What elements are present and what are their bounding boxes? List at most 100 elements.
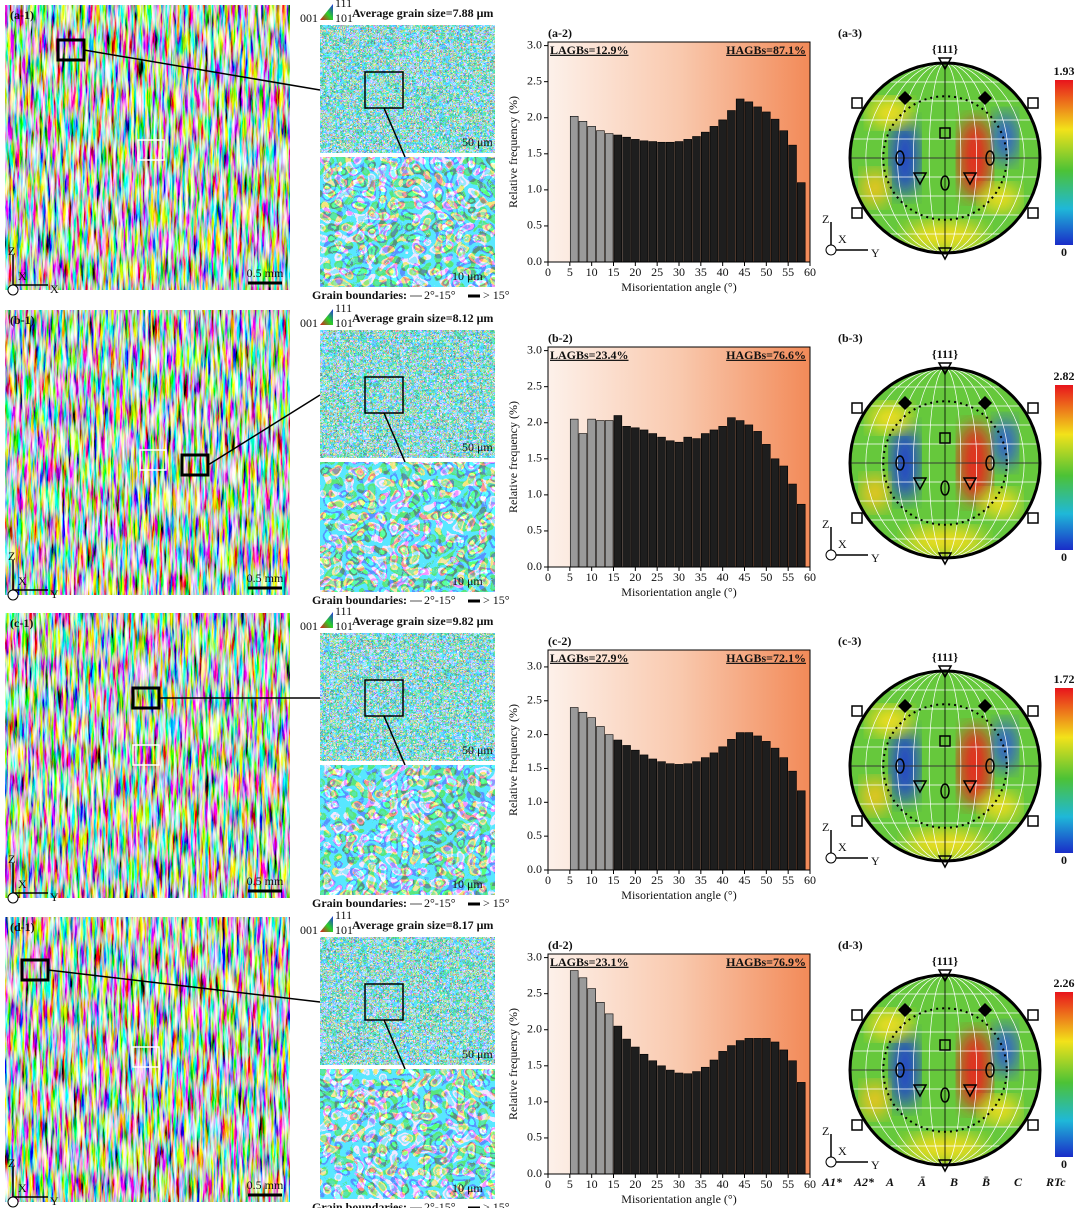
- panel-label: (b-3): [838, 331, 863, 345]
- panel-label: (c-3): [838, 634, 861, 648]
- axis-label: Z: [8, 852, 15, 866]
- bar: [744, 1038, 754, 1175]
- pf-outline: [848, 61, 1042, 255]
- map-scale: 0.5 mm: [247, 571, 284, 585]
- y-tick-label: 3.0: [527, 659, 542, 673]
- y-tick-label: 2.5: [527, 985, 542, 999]
- ipf-label: 101: [335, 923, 353, 937]
- x-tick-label: 55: [782, 265, 794, 279]
- pf-symbol: [977, 698, 993, 714]
- ipf-key: [320, 309, 333, 325]
- ipf-key: [320, 916, 333, 932]
- bar: [735, 1040, 745, 1175]
- chart: (a-2) LAGBs=12.9% HAGBs=87.1% 0.0 0.5 1.0 1.5 2…: [506, 26, 816, 294]
- bar: [700, 757, 710, 871]
- grain-size: Average grain size=8.17 μm: [352, 918, 493, 932]
- axis-origin: [7, 1196, 19, 1208]
- bar: [596, 726, 605, 871]
- pf-symbol: [940, 1087, 950, 1103]
- pf-title: {111}: [932, 650, 958, 664]
- x-tick-label: 10: [586, 570, 598, 584]
- pf-blob: [993, 112, 1017, 164]
- bar: [762, 1038, 771, 1175]
- x-tick-label: 50: [760, 570, 772, 584]
- bar: [744, 101, 754, 263]
- ebsd-map: [5, 613, 290, 898]
- x-tick-label: 55: [782, 873, 794, 887]
- ebsd-map: [5, 917, 290, 1202]
- annotation: LAGBs=23.1%: [550, 955, 629, 969]
- axis-label: X: [838, 840, 847, 854]
- map-scale: 0.5 mm: [247, 1178, 284, 1192]
- bar: [604, 420, 614, 568]
- x-tick-label: 15: [608, 1177, 620, 1191]
- ref-box: [132, 1046, 160, 1068]
- ipf-key: [320, 4, 333, 20]
- x-tick-label: 10: [586, 265, 598, 279]
- bar: [604, 133, 614, 263]
- x-tick-label: 30: [673, 570, 685, 584]
- x-tick-label: 60: [804, 265, 816, 279]
- bar: [631, 1046, 640, 1175]
- zoom-map: [320, 330, 495, 458]
- connector: [383, 1019, 406, 1070]
- axis-label: Y: [871, 246, 880, 260]
- y-tick-label: 1.5: [527, 146, 542, 160]
- cbar-max: 1.72: [1054, 672, 1075, 686]
- grain-size: Average grain size=9.82 μm: [352, 614, 493, 628]
- detail-map: [320, 157, 495, 287]
- pf-symbol: [851, 1009, 863, 1021]
- y-tick-label: 2.0: [527, 109, 542, 123]
- pf-symbol: [912, 780, 928, 794]
- x-tick-label: 50: [760, 265, 772, 279]
- detail-scale: 10 μm: [452, 1181, 483, 1195]
- y-tick-label: 3.0: [527, 949, 542, 963]
- x-tick-label: 0: [545, 570, 551, 584]
- x-tick-label: 15: [608, 265, 620, 279]
- annotation: LAGBs=27.9%: [550, 651, 629, 665]
- pf-outline: [848, 366, 1042, 560]
- panel-label: (a-3): [838, 26, 862, 40]
- ipf-label: 101: [335, 619, 353, 633]
- bar: [735, 732, 745, 871]
- x-tick-label: 5: [567, 1177, 573, 1191]
- connector: [383, 715, 406, 766]
- axis-label: X: [838, 537, 847, 551]
- axis-label: Z: [8, 549, 15, 563]
- bar: [639, 1053, 649, 1175]
- y-axis-label: Relative frequency (%): [506, 1008, 520, 1120]
- panel-label: (d-3): [838, 938, 863, 952]
- bar: [578, 121, 588, 263]
- pf-symbol: [1027, 402, 1039, 414]
- x-tick-label: 20: [629, 873, 641, 887]
- bar: [648, 141, 658, 263]
- bar: [683, 1073, 692, 1175]
- pf-symbol: [1027, 97, 1039, 109]
- bar: [657, 761, 666, 871]
- bar: [674, 141, 684, 263]
- axis-label: X: [18, 574, 27, 588]
- zoom-scale: 50 μm: [462, 743, 493, 757]
- ipf-label: 111: [335, 301, 352, 315]
- bar: [700, 131, 710, 263]
- annotation: HAGBs=72.1%: [726, 651, 806, 665]
- bar: [648, 433, 658, 568]
- ipf-key: [320, 612, 333, 628]
- axis-origin: [7, 284, 19, 296]
- y-tick-label: 0.0: [527, 862, 542, 876]
- pf-symbol: [851, 1119, 863, 1131]
- pf-symbol: [985, 150, 995, 166]
- legend-entry: RTc: [1045, 1175, 1066, 1189]
- x-tick-label: 60: [804, 570, 816, 584]
- y-axis-label: Relative frequency (%): [506, 401, 520, 513]
- bar: [666, 763, 675, 871]
- bar: [709, 126, 719, 263]
- pf-symbol: [1027, 512, 1039, 524]
- annotation: HAGBs=76.9%: [726, 955, 806, 969]
- y-tick-label: 0.0: [527, 559, 542, 573]
- bar: [587, 418, 596, 568]
- x-tick-label: 55: [782, 570, 794, 584]
- bar: [735, 98, 745, 263]
- legend-entry: A1*: [821, 1175, 843, 1189]
- pf-blob: [993, 1024, 1017, 1076]
